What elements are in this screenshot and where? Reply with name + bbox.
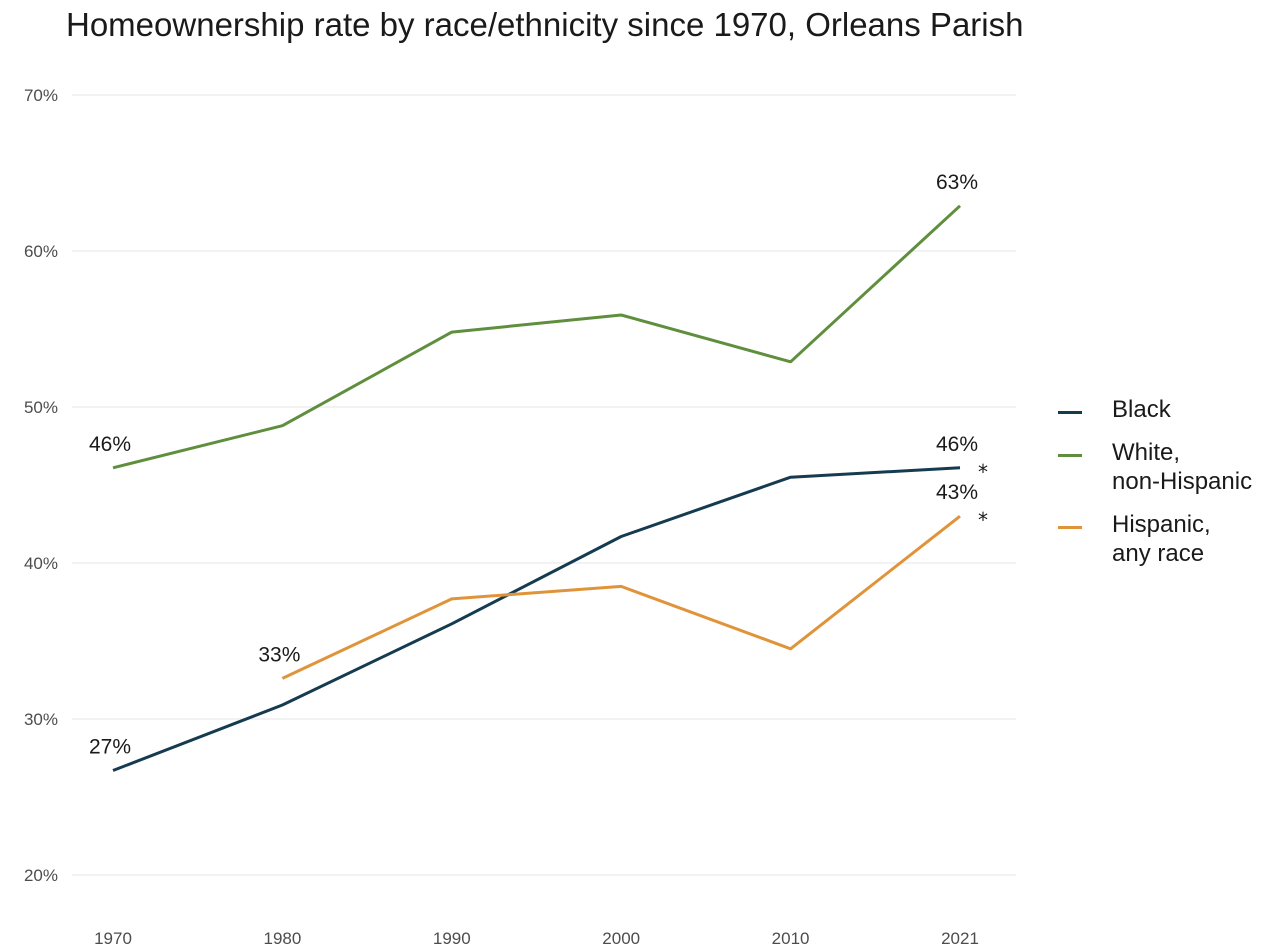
legend-swatch-black	[1058, 411, 1082, 414]
gridlines	[72, 94, 1016, 876]
legend-item-hispanic: Hispanic, any race	[1058, 510, 1273, 568]
data-label-series-2-2021: 43%	[936, 481, 978, 504]
y-axis: 20% 30% 40% 50% 60% 70%	[24, 86, 58, 885]
x-tick-label-2010: 2010	[772, 929, 810, 948]
series-line-1	[112, 204, 962, 470]
x-tick-label-2021: 2021	[941, 929, 979, 948]
x-tick-label-2000: 2000	[602, 929, 640, 948]
x-tick-label-1970: 1970	[94, 929, 132, 948]
legend-swatch-white	[1058, 454, 1082, 457]
legend-swatch-hispanic	[1058, 526, 1082, 529]
y-tick-label-40: 40%	[24, 554, 58, 573]
series-line-0	[112, 466, 961, 772]
legend-label-white: White, non-Hispanic	[1112, 439, 1253, 495]
legend-label-hispanic: Hispanic, any race	[1112, 511, 1211, 567]
y-tick-label-60: 60%	[24, 242, 58, 261]
end-marker-series-0: *	[978, 460, 988, 484]
data-label-series-0-2021: 46%	[936, 433, 978, 456]
legend-label-black: Black	[1112, 396, 1171, 423]
y-tick-label-70: 70%	[24, 86, 58, 105]
y-tick-label-20: 20%	[24, 866, 58, 885]
y-tick-label-50: 50%	[24, 398, 58, 417]
data-label-series-0-1970: 27%	[89, 735, 131, 758]
data-label-series-1-1970: 46%	[89, 433, 131, 456]
end-marker-series-2: *	[978, 508, 988, 532]
series-line-2	[281, 515, 961, 680]
legend: Black White, non-Hispanic Hispanic, any …	[1058, 395, 1273, 582]
x-tick-label-1980: 1980	[263, 929, 301, 948]
y-tick-label-30: 30%	[24, 710, 58, 729]
data-label-series-1-2021: 63%	[936, 171, 978, 194]
x-axis: 1970 1980 1990 2000 2010 2021	[94, 929, 979, 948]
legend-item-white: White, non-Hispanic	[1058, 438, 1273, 496]
chart-title: Homeownership rate by race/ethnicity sin…	[66, 6, 1024, 43]
legend-item-black: Black	[1058, 395, 1273, 424]
series-lines	[112, 204, 962, 772]
x-tick-label-1990: 1990	[433, 929, 471, 948]
data-label-series-2-1980: 33%	[258, 643, 300, 666]
data-labels: 27%46%*46%63%33%43%*	[89, 171, 988, 759]
